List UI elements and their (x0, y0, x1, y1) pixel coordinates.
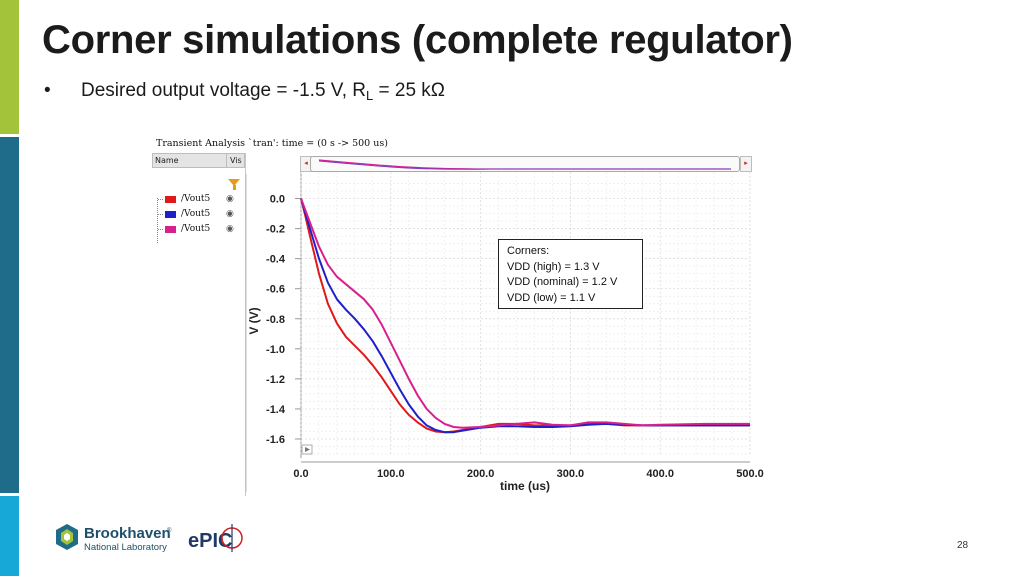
series-line-1 (300, 198, 750, 434)
overview-preview (318, 159, 731, 170)
y-tick-label: -0.8 (266, 314, 285, 326)
x-axis-label: time (us) (500, 479, 550, 493)
grid-lines (300, 172, 751, 458)
annotation-heading: Corners: (507, 245, 550, 257)
column-vis-header[interactable]: Vis (230, 156, 242, 165)
logo-graphic: Brookhaven ® National Laboratory ePIC (56, 524, 243, 553)
annotation-line: VDD (low) = 1.1 V (507, 291, 596, 304)
bullet-item: • Desired output voltage = -1.5 V, RL = … (44, 80, 445, 103)
bullet-dot: • (44, 80, 51, 101)
brookhaven-logo: Brookhaven ® National Laboratory ePIC (54, 522, 254, 563)
registered-mark: ® (167, 527, 172, 534)
accent-bar-blue (0, 496, 19, 576)
y-tick-label: -1.4 (266, 404, 286, 416)
legend-label: /Vout5 (181, 209, 211, 219)
analysis-title: Transient Analysis `tran': time = (0 s -… (156, 138, 388, 149)
accent-bar-green (0, 0, 19, 134)
scroll-right-button[interactable]: ▸ (740, 156, 752, 172)
funnel-icon[interactable] (228, 179, 240, 190)
signal-legend-panel: Name Vis /Vout5 ◉ /Vout5 ◉ /Vout5 ◉ (152, 153, 246, 496)
y-tick-label: -1.6 (266, 434, 285, 446)
x-tick-label: 0.0 (293, 468, 308, 480)
y-tick-label: -1.0 (266, 344, 285, 356)
voltage-plot: 0.0 -0.2 -0.4 -0.6 -0.8 -1.0 -1.2 -1.4 -1.6 0.0 1… (245, 172, 764, 493)
x-tick-label: 100.0 (377, 468, 405, 480)
x-tick-label: 300.0 (557, 468, 585, 480)
x-tick-label: 200.0 (467, 468, 495, 480)
legend-label: /Vout5 (181, 194, 211, 204)
accent-bar-teal (0, 137, 19, 493)
x-tick-labels: 0.0 100.0 200.0 300.0 400.0 500.0 (293, 461, 764, 480)
legend-header: Name Vis (152, 153, 245, 168)
overview-scrollbar[interactable] (310, 156, 740, 172)
eye-icon[interactable]: ◉ (226, 224, 234, 234)
legend-label: /Vout5 (181, 224, 211, 234)
annotation-line: VDD (nominal) = 1.2 V (507, 276, 618, 288)
series-line-0 (300, 198, 750, 434)
y-axis-label: V (V) (247, 307, 261, 334)
y-tick-label: -0.4 (266, 254, 286, 266)
lab-name-line1: Brookhaven (84, 525, 171, 542)
corners-annotation: Corners: VDD (high) = 1.3 V VDD (nominal… (498, 239, 643, 309)
annotation-line: VDD (high) = 1.3 V (507, 260, 600, 273)
y-tick-label: -0.2 (266, 224, 285, 236)
play-icon[interactable] (301, 444, 313, 455)
eye-icon[interactable]: ◉ (226, 209, 234, 219)
column-name-header[interactable]: Name (153, 154, 227, 167)
epic-logo: ePIC (188, 530, 232, 552)
y-tick-label: -0.6 (266, 284, 285, 296)
y-tick-label: -1.2 (266, 374, 285, 386)
bullet-text: Desired output voltage = -1.5 V, RL = 25… (81, 80, 446, 103)
page-number: 28 (957, 540, 969, 551)
legend-item-red[interactable]: /Vout5 ◉ (158, 193, 234, 205)
legend-item-blue[interactable]: /Vout5 ◉ (158, 208, 234, 220)
eye-icon[interactable]: ◉ (226, 194, 234, 204)
slide-title: Corner simulations (complete regulator) (42, 18, 793, 62)
legend-tree-line (157, 198, 159, 243)
series-line-2 (300, 198, 750, 429)
series-group (300, 198, 750, 434)
x-tick-label: 500.0 (736, 468, 764, 480)
y-tick-label: 0.0 (270, 194, 285, 206)
simulation-panel: Transient Analysis `tran': time = (0 s -… (150, 136, 770, 496)
lab-name-line2: National Laboratory (84, 542, 167, 553)
y-tick-labels: 0.0 -0.2 -0.4 -0.6 -0.8 -1.0 -1.2 -1.4 -1.6 (266, 194, 301, 446)
x-tick-label: 400.0 (646, 468, 674, 480)
legend-item-magenta[interactable]: /Vout5 ◉ (158, 223, 234, 235)
